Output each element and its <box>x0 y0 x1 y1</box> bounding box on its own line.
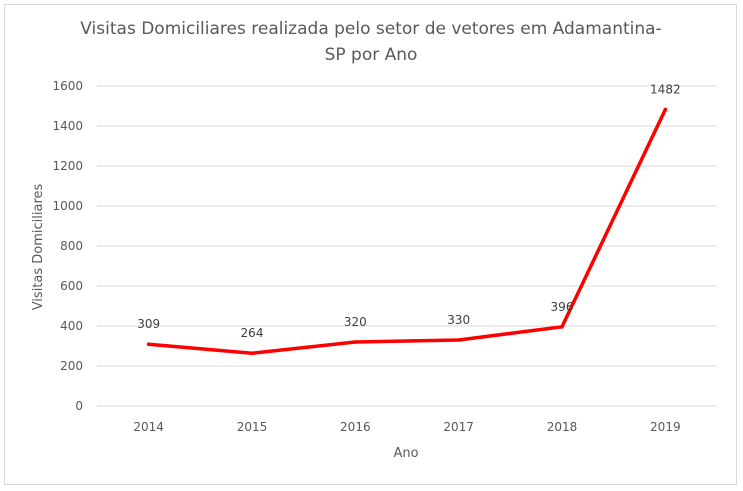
y-axis-title: Visitas Domiciliares <box>31 183 46 310</box>
x-tick-label: 2014 <box>133 420 164 434</box>
series-layer <box>146 107 668 356</box>
data-point <box>456 338 461 342</box>
chart-frame <box>4 4 737 485</box>
x-axis-title: Ano <box>393 446 418 461</box>
data-label: 264 <box>241 326 264 340</box>
y-tick-label: 200 <box>60 359 83 373</box>
x-axis-ticks: 2014 2015 2016 2017 2018 2019 <box>133 420 680 434</box>
y-tick-label: 1400 <box>52 119 83 133</box>
gridlines <box>97 85 717 407</box>
x-tick-label: 2017 <box>443 420 474 434</box>
chart-title-line-1: Visitas Domiciliares realizada pelo seto… <box>80 19 661 39</box>
x-tick-label: 2018 <box>547 420 578 434</box>
data-label: 320 <box>344 315 367 329</box>
y-tick-label: 400 <box>60 319 83 333</box>
data-point <box>146 342 151 347</box>
x-tick-label: 2015 <box>237 420 268 434</box>
x-tick-label: 2016 <box>340 420 371 434</box>
x-tick-label: 2019 <box>650 420 681 434</box>
y-tick-label: 1600 <box>52 79 83 93</box>
data-point <box>353 340 358 344</box>
data-point <box>560 325 564 329</box>
y-tick-label: 1200 <box>52 159 83 173</box>
data-point <box>663 107 668 112</box>
data-label: 330 <box>447 313 470 327</box>
y-tick-label: 800 <box>60 239 83 253</box>
y-tick-label: 600 <box>60 279 83 293</box>
y-tick-label: 0 <box>75 399 83 413</box>
series-line <box>146 107 668 355</box>
y-tick-label: 1000 <box>52 199 83 213</box>
data-label: 309 <box>137 317 160 331</box>
chart-title-line-2: SP por Ano <box>325 45 418 65</box>
data-label: 396 <box>551 300 574 314</box>
data-labels: 309 264 320 330 396 1482 <box>137 83 680 341</box>
data-point <box>250 351 254 356</box>
data-label: 1482 <box>650 83 681 97</box>
y-axis-ticks: 0 200 400 600 800 1000 1200 1400 1600 <box>52 79 83 413</box>
